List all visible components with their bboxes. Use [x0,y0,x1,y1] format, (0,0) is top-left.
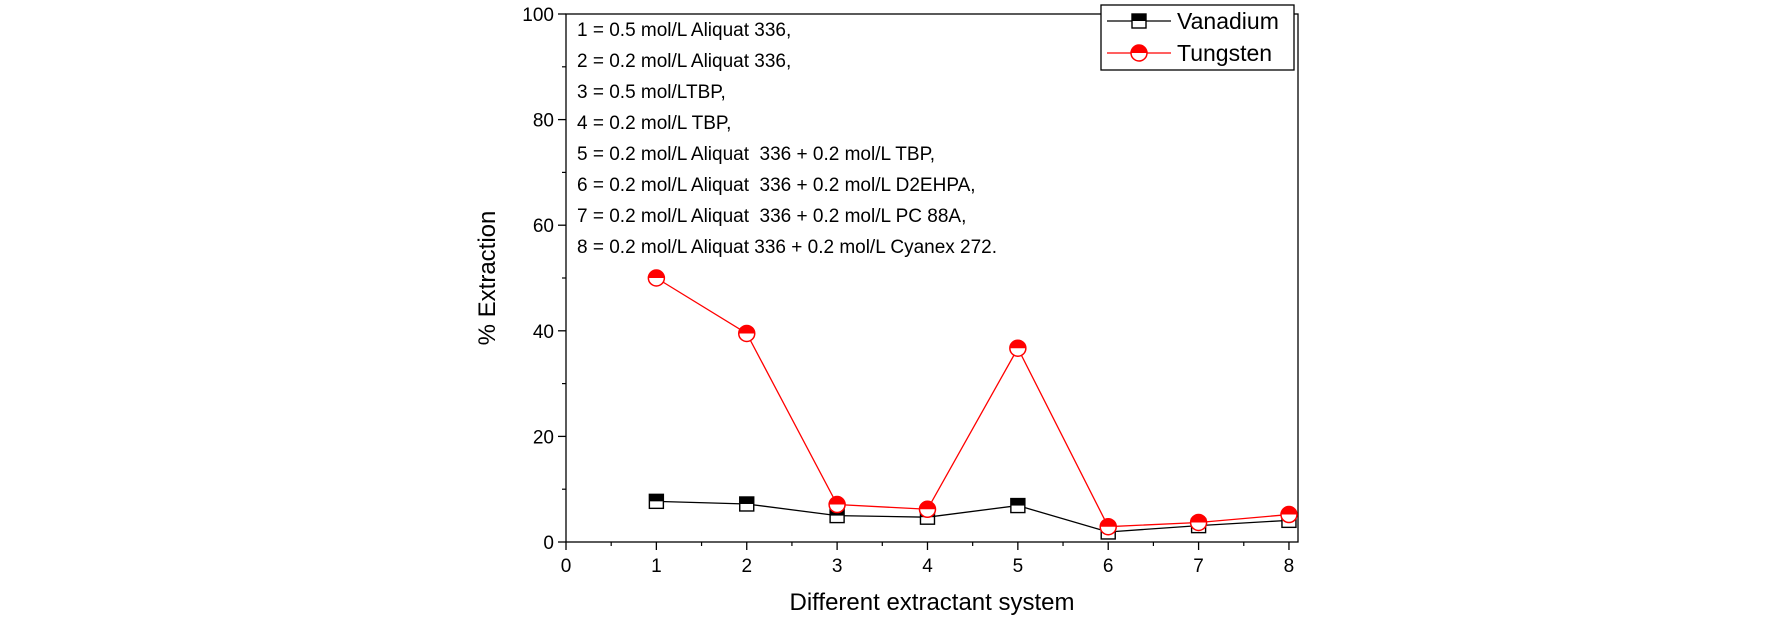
x-tick-label: 4 [922,556,933,577]
data-point [648,493,665,510]
annotation-line: 5 = 0.2 mol/L Aliquat 336 + 0.2 mol/L TB… [577,144,935,165]
data-point [918,500,937,519]
marker-fill [1010,498,1025,506]
y-tick-label: 40 [533,322,554,343]
data-point [1010,497,1026,514]
x-tick-label: 7 [1193,556,1204,577]
data-point [828,495,846,514]
y-tick-label: 20 [533,427,554,448]
marker-fill [829,496,846,505]
legend: Vanadium Tungsten [1100,4,1295,71]
annotation-line: 4 = 0.2 mol/L TBP, [577,113,731,134]
marker-fill [648,270,665,278]
legend-marker [1131,13,1147,29]
data-point [739,496,755,512]
annotation-block: 1 = 0.5 mol/L Aliquat 336, 2 = 0.2 mol/L … [577,20,997,258]
marker-fill [738,325,755,334]
x-tick-label: 5 [1013,556,1024,577]
marker-fill [1131,45,1147,53]
marker-fill [739,496,754,504]
legend-entry: Tungsten [1107,40,1272,66]
x-tick-label: 1 [651,556,662,577]
series-line [656,277,1290,528]
marker-fill [1009,340,1026,349]
y-tick-label: 60 [533,216,554,237]
legend-marker [1130,44,1148,62]
annotation-line: 7 = 0.2 mol/L Aliquat 336 + 0.2 mol/L PC… [577,206,966,227]
legend-label: Tungsten [1177,40,1272,66]
legend-label: Vanadium [1177,8,1279,34]
data-point [647,269,666,287]
annotation-line: 1 = 0.5 mol/L Aliquat 336, [577,20,791,41]
x-tick-label: 0 [561,556,572,577]
y-axis-title: % Extraction [474,211,501,346]
x-tick-label: 2 [741,556,752,577]
marker-fill [1280,506,1297,515]
data-point [1189,513,1208,532]
annotation-line: 8 = 0.2 mol/L Aliquat 336 + 0.2 mol/L Cy… [577,237,997,258]
data-point [737,324,756,343]
series-tungsten [647,269,1298,536]
x-tick-label: 8 [1284,556,1295,577]
data-point [1009,339,1027,357]
y-tick-label: 0 [543,533,554,554]
annotation-line: 2 = 0.2 mol/L Aliquat 336, [577,51,791,72]
marker-fill [1132,14,1146,21]
data-point [1099,517,1117,536]
x-tick-label: 6 [1103,556,1114,577]
marker-fill [1100,518,1117,527]
marker-fill [919,501,936,510]
x-tick-label: 3 [832,556,843,577]
series-group [647,269,1298,540]
y-tick-label: 100 [522,5,554,26]
marker-fill [1190,514,1207,523]
annotation-line: 6 = 0.2 mol/L Aliquat 336 + 0.2 mol/L D2… [577,175,976,196]
data-point [1280,505,1298,524]
marker-fill [649,494,664,502]
series-line [656,500,1290,533]
x-axis-title: Different extractant system [790,589,1075,616]
y-tick-label: 80 [533,111,554,132]
legend-entry: Vanadium [1107,8,1279,34]
annotation-line: 3 = 0.5 mol/LTBP, [577,82,726,103]
